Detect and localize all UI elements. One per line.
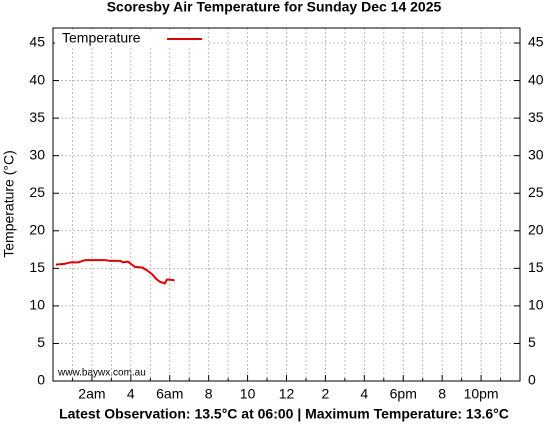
y2-tick-label: 35: [528, 109, 544, 125]
x-tick-label: 4: [360, 386, 368, 402]
y2-tick-label: 30: [528, 146, 544, 162]
y2-tick-label: 40: [528, 71, 544, 87]
x-tick-label: 10: [240, 386, 256, 402]
chart-title: Scoresby Air Temperature for Sunday Dec …: [107, 0, 442, 15]
watermark: www.baywx.com.au: [57, 368, 146, 379]
y2-tick-label: 15: [528, 259, 544, 275]
legend-label: Temperature: [62, 30, 141, 46]
y-tick-label: 40: [29, 71, 45, 87]
x-tick-label: 6pm: [390, 386, 417, 402]
y-tick-label: 20: [29, 221, 45, 237]
x-tick-label: 8: [438, 386, 446, 402]
y-tick-label: 45: [29, 34, 45, 50]
y2-tick-label: 20: [528, 221, 544, 237]
y-tick-label: 25: [29, 184, 45, 200]
x-tick-label: 8: [205, 386, 213, 402]
footer: Latest Observation: 13.5°C at 06:00 | Ma…: [59, 406, 509, 422]
temperature-line: [55, 259, 175, 285]
plot-frame: [52, 27, 521, 382]
y2-tick-label: 25: [528, 184, 544, 200]
x-tick-label: 2: [322, 386, 330, 402]
x-tick-label: 4: [127, 386, 135, 402]
x-tick-label: 12: [279, 386, 295, 402]
x-tick-label: 6am: [156, 386, 183, 402]
x-tick-label: 10pm: [464, 386, 499, 402]
y-tick-label: 0: [37, 372, 45, 388]
y-tick-label: 30: [29, 146, 45, 162]
y-tick-label: 35: [29, 109, 45, 125]
y2-tick-label: 5: [528, 334, 536, 350]
y-tick-label: 5: [37, 334, 45, 350]
y2-tick-label: 45: [528, 34, 544, 50]
y-tick-label: 10: [29, 297, 45, 313]
y-axis-label: Temperature (°C): [1, 150, 17, 258]
legend-box: [55, 30, 207, 48]
y2-tick-label: 0: [528, 372, 536, 388]
x-tick-label: 2am: [78, 386, 105, 402]
y2-tick-label: 10: [528, 297, 544, 313]
y-tick-label: 15: [29, 259, 45, 275]
